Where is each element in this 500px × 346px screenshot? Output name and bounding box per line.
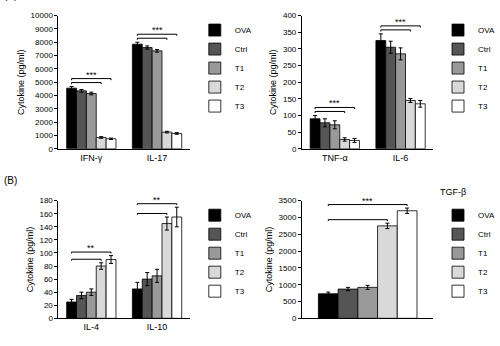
svg-text:300: 300 xyxy=(283,45,297,54)
svg-text:OVA: OVA xyxy=(235,211,252,220)
svg-text:T1: T1 xyxy=(478,64,488,73)
svg-text:TNF-α: TNF-α xyxy=(322,153,348,163)
svg-text:IL-6: IL-6 xyxy=(393,153,409,163)
svg-text:100: 100 xyxy=(39,249,53,258)
svg-text:Cytokine (pg/ml): Cytokine (pg/ml) xyxy=(16,49,26,115)
svg-text:IL-4: IL-4 xyxy=(84,322,100,332)
svg-text:**: ** xyxy=(153,195,161,205)
svg-text:T3: T3 xyxy=(478,287,488,296)
svg-text:T2: T2 xyxy=(478,83,488,92)
svg-text:140: 140 xyxy=(39,223,53,232)
svg-text:40: 40 xyxy=(44,288,53,297)
svg-text:3500: 3500 xyxy=(279,196,297,205)
svg-text:OVA: OVA xyxy=(478,211,495,220)
svg-text:200: 200 xyxy=(283,78,297,87)
svg-text:5000: 5000 xyxy=(35,78,53,87)
svg-text:T3: T3 xyxy=(235,287,245,296)
svg-text:180: 180 xyxy=(39,196,53,205)
svg-text:Ctrl: Ctrl xyxy=(235,45,248,54)
svg-text:400: 400 xyxy=(283,11,297,20)
svg-text:4000: 4000 xyxy=(35,91,53,100)
svg-text:***: *** xyxy=(329,98,340,108)
svg-text:0: 0 xyxy=(48,314,53,323)
svg-text:(B): (B) xyxy=(4,175,17,186)
svg-text:Cytokine (pg/ml): Cytokine (pg/ml) xyxy=(264,227,274,293)
svg-text:Ctrl: Ctrl xyxy=(478,45,491,54)
svg-text:0: 0 xyxy=(292,145,297,154)
svg-text:OVA: OVA xyxy=(235,26,252,35)
svg-text:T1: T1 xyxy=(235,249,245,258)
svg-text:T1: T1 xyxy=(478,249,488,258)
svg-text:***: *** xyxy=(86,70,97,80)
svg-text:Ctrl: Ctrl xyxy=(478,230,491,239)
svg-text:***: *** xyxy=(395,17,406,27)
svg-text:OVA: OVA xyxy=(478,26,495,35)
svg-text:IFN-γ: IFN-γ xyxy=(80,153,102,163)
svg-text:0: 0 xyxy=(292,314,297,323)
svg-text:6000: 6000 xyxy=(35,65,53,74)
svg-text:350: 350 xyxy=(283,28,297,37)
svg-text:1500: 1500 xyxy=(279,264,297,273)
svg-text:T2: T2 xyxy=(235,83,245,92)
svg-text:10000: 10000 xyxy=(31,11,54,20)
svg-text:20: 20 xyxy=(44,301,53,310)
svg-text:TGF-β: TGF-β xyxy=(440,187,466,197)
svg-text:T3: T3 xyxy=(235,102,245,111)
svg-text:**: ** xyxy=(87,243,95,253)
svg-text:Ctrl: Ctrl xyxy=(235,230,248,239)
svg-text:IL-17: IL-17 xyxy=(147,153,168,163)
svg-text:(A): (A) xyxy=(4,0,17,1)
svg-text:***: *** xyxy=(362,196,373,206)
svg-text:9000: 9000 xyxy=(35,25,53,34)
svg-text:1000: 1000 xyxy=(35,131,53,140)
svg-text:3000: 3000 xyxy=(35,105,53,114)
svg-text:T1: T1 xyxy=(235,64,245,73)
svg-text:60: 60 xyxy=(44,275,53,284)
svg-text:150: 150 xyxy=(283,95,297,104)
svg-text:IL-10: IL-10 xyxy=(147,322,168,332)
svg-text:100: 100 xyxy=(283,111,297,120)
svg-text:2500: 2500 xyxy=(279,230,297,239)
svg-text:T2: T2 xyxy=(235,268,245,277)
svg-text:T2: T2 xyxy=(478,268,488,277)
svg-text:500: 500 xyxy=(283,297,297,306)
svg-text:2000: 2000 xyxy=(279,247,297,256)
svg-text:50: 50 xyxy=(287,128,296,137)
svg-text:7000: 7000 xyxy=(35,51,53,60)
svg-text:1000: 1000 xyxy=(279,281,297,290)
svg-text:T3: T3 xyxy=(478,102,488,111)
svg-text:Cytokine (pg/ml): Cytokine (pg/ml) xyxy=(25,227,35,293)
svg-text:80: 80 xyxy=(44,262,53,271)
svg-text:3000: 3000 xyxy=(279,213,297,222)
svg-text:0: 0 xyxy=(48,145,53,154)
svg-text:***: *** xyxy=(152,25,163,35)
svg-text:120: 120 xyxy=(39,236,53,245)
svg-text:2000: 2000 xyxy=(35,118,53,127)
svg-text:8000: 8000 xyxy=(35,38,53,47)
svg-text:Cytokine (pg/ml): Cytokine (pg/ml) xyxy=(268,49,278,115)
svg-text:160: 160 xyxy=(39,210,53,219)
svg-text:250: 250 xyxy=(283,61,297,70)
